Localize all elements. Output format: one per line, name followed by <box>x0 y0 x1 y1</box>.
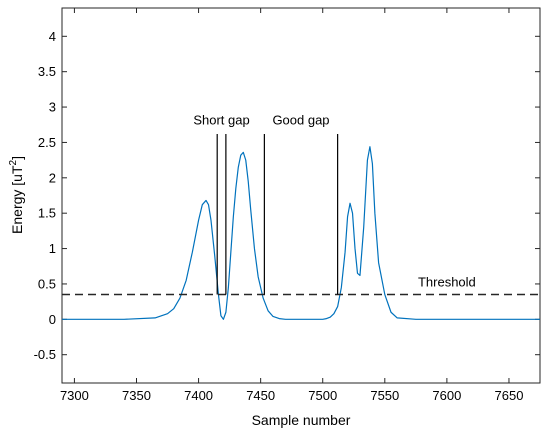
y-tick-label: 0.5 <box>38 276 56 291</box>
y-tick-label: 3 <box>49 100 56 115</box>
energy-series-line <box>62 146 540 320</box>
x-axis-ticks: 7300 7350 7400 7450 7500 7550 7600 7650 <box>60 8 523 403</box>
x-tick-label: 7450 <box>246 388 275 403</box>
x-tick-label: 7350 <box>122 388 151 403</box>
y-tick-label: 2.5 <box>38 135 56 150</box>
x-tick-label: 7600 <box>432 388 461 403</box>
y-tick-label: 0 <box>49 312 56 327</box>
y-axis-label: Energy [uT2] <box>8 156 25 234</box>
y-axis-label-suffix: ] <box>9 156 25 160</box>
y-axis-ticks: -0.5 0 0.5 1 1.5 2 2.5 3 3.5 4 <box>34 29 540 362</box>
plot-area <box>61 7 541 384</box>
plot-marks: Threshold Short gap Good gap <box>62 113 540 320</box>
y-tick-label: 2 <box>49 170 56 185</box>
threshold-label: Threshold <box>418 275 476 290</box>
y-tick-label: -0.5 <box>34 347 56 362</box>
gap-annotation: Short gap <box>193 113 249 128</box>
gap-annotation: Good gap <box>272 113 329 128</box>
x-tick-label: 7500 <box>308 388 337 403</box>
x-axis-label: Sample number <box>252 412 351 428</box>
y-tick-label: 4 <box>49 29 56 44</box>
y-tick-label: 1 <box>49 241 56 256</box>
y-tick-label: 3.5 <box>38 64 56 79</box>
y-axis-label-superscript: 2 <box>8 159 19 165</box>
x-tick-label: 7550 <box>370 388 399 403</box>
x-tick-label: 7400 <box>184 388 213 403</box>
y-axis-label-prefix: Energy [uT <box>9 165 25 234</box>
y-tick-label: 1.5 <box>38 206 56 221</box>
x-tick-label: 7650 <box>495 388 524 403</box>
x-tick-label: 7300 <box>60 388 89 403</box>
